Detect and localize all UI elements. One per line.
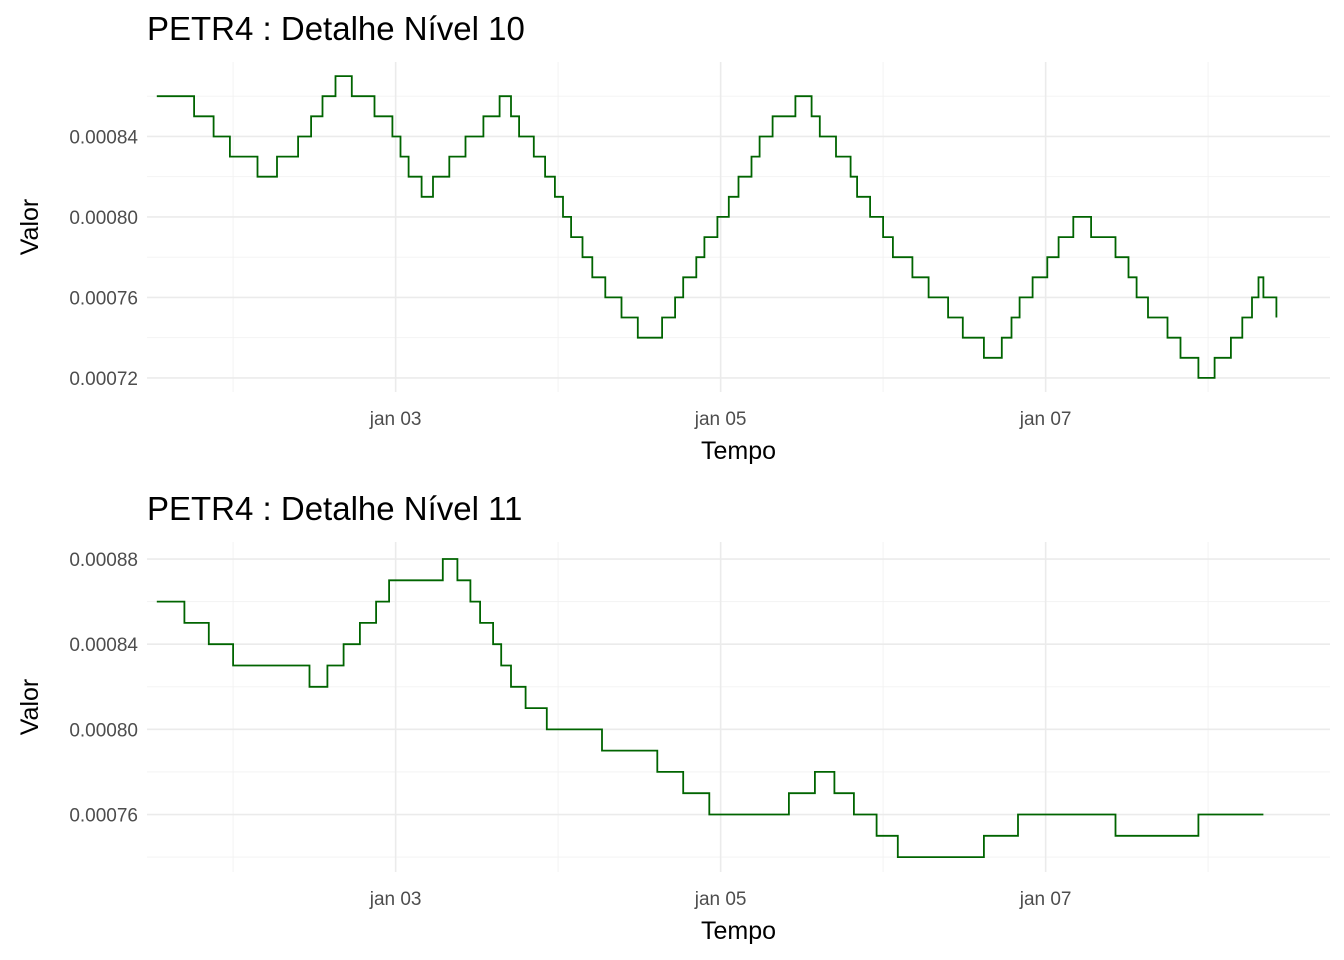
series-line (156, 558, 1264, 858)
chart-plot: 0.00072 0.00076 0.00080 0.00084 jan 03 jan 05… (16, 62, 1330, 465)
chart-title: PETR4 : Detalhe Nível 10 (147, 10, 525, 47)
x-axis-title: Tempo (701, 437, 776, 465)
y-tick-label: 0.00084 (69, 635, 138, 656)
y-axis-title: Valor (16, 199, 44, 256)
chart-panel-nivel-10: PETR4 : Detalhe Nível 10 0.00072 0.00076 0… (16, 10, 1330, 465)
x-tick-label: jan 05 (694, 889, 747, 910)
x-tick-label: jan 03 (369, 889, 422, 910)
y-axis-title: Valor (16, 679, 44, 736)
y-tick-label: 0.00080 (69, 208, 138, 229)
y-tick-label: 0.00088 (69, 550, 138, 571)
y-tick-label: 0.00072 (69, 369, 138, 390)
y-tick-label: 0.00084 (69, 127, 138, 148)
y-tick-label: 0.00076 (69, 806, 138, 827)
x-tick-label: jan 03 (369, 409, 422, 430)
x-tick-label: jan 05 (694, 409, 747, 430)
y-tick-label: 0.00080 (69, 720, 138, 741)
series-line (156, 75, 1278, 379)
y-tick-label: 0.00076 (69, 288, 138, 309)
x-tick-label: jan 07 (1019, 409, 1072, 430)
chart-plot: 0.00076 0.00080 0.00084 0.00088 jan 03 jan 05… (16, 542, 1330, 945)
x-axis-title: Tempo (701, 917, 776, 945)
x-tick-label: jan 07 (1019, 889, 1072, 910)
chart-panel-nivel-11: PETR4 : Detalhe Nível 11 0.00076 0.00080 0… (0, 480, 1344, 960)
chart-title: PETR4 : Detalhe Nível 11 (147, 490, 523, 527)
